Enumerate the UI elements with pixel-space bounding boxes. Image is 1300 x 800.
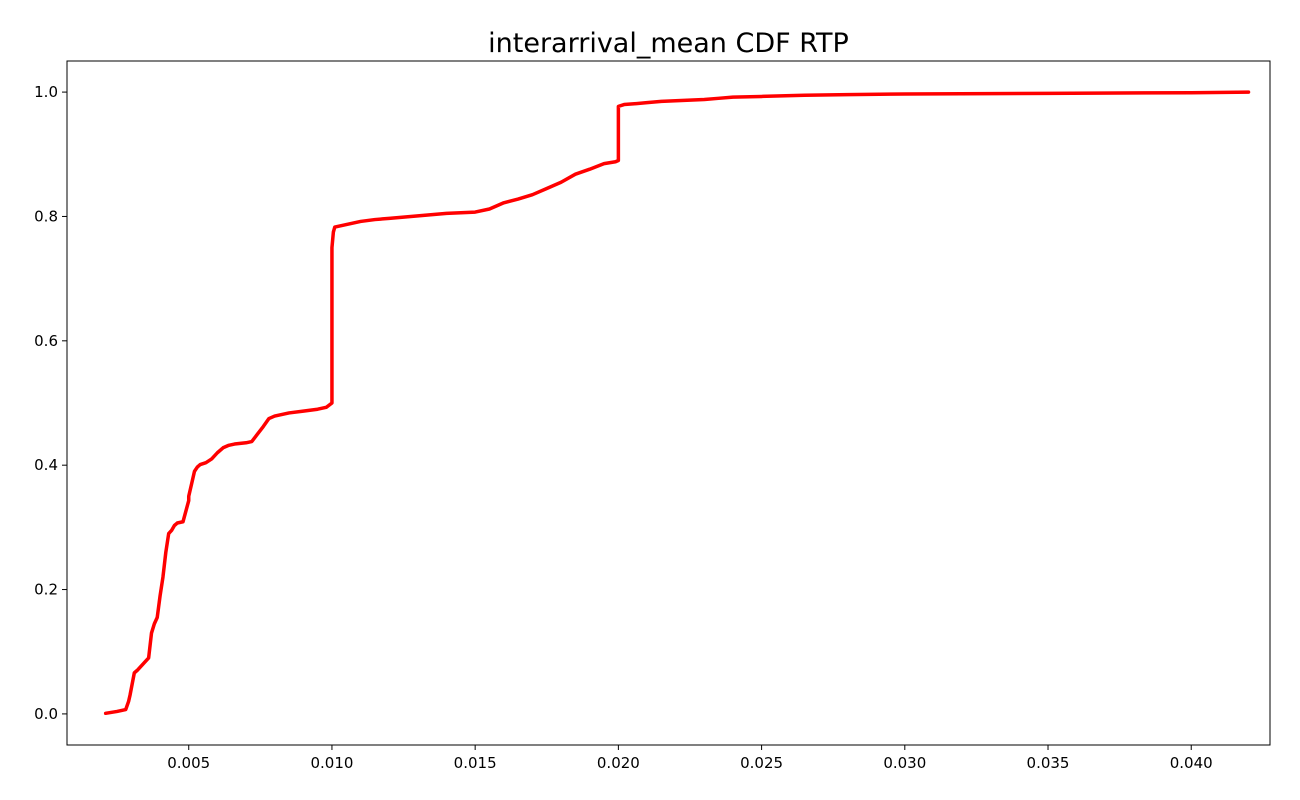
x-tick-label: 0.030 [883,754,926,772]
plot-area [66,60,1271,746]
y-tick-label: 0.2 [34,581,58,599]
axes-frame [66,60,1271,746]
x-axis: 0.005 0.010 0.015 0.020 0.025 0.030 0.035 0.040 [167,745,1213,772]
y-tick-label: 0.4 [34,456,58,474]
x-tick-label: 0.035 [1027,754,1070,772]
x-tick-label: 0.020 [597,754,640,772]
chart-title: interarrival_mean CDF RTP [488,28,849,59]
x-tick-label: 0.040 [1170,754,1213,772]
x-tick-label: 0.025 [740,754,783,772]
y-tick-label: 1.0 [34,83,58,101]
cdf-series-line [103,90,1251,716]
x-tick-label: 0.015 [454,754,497,772]
y-tick-label: 0.6 [34,332,58,350]
x-tick-label: 0.005 [167,754,210,772]
x-tick-label: 0.010 [310,754,353,772]
y-tick-label: 0.0 [34,705,58,723]
y-tick-label: 0.8 [34,207,58,225]
y-axis: 0.0 0.2 0.4 0.6 0.8 1.0 [34,83,67,723]
